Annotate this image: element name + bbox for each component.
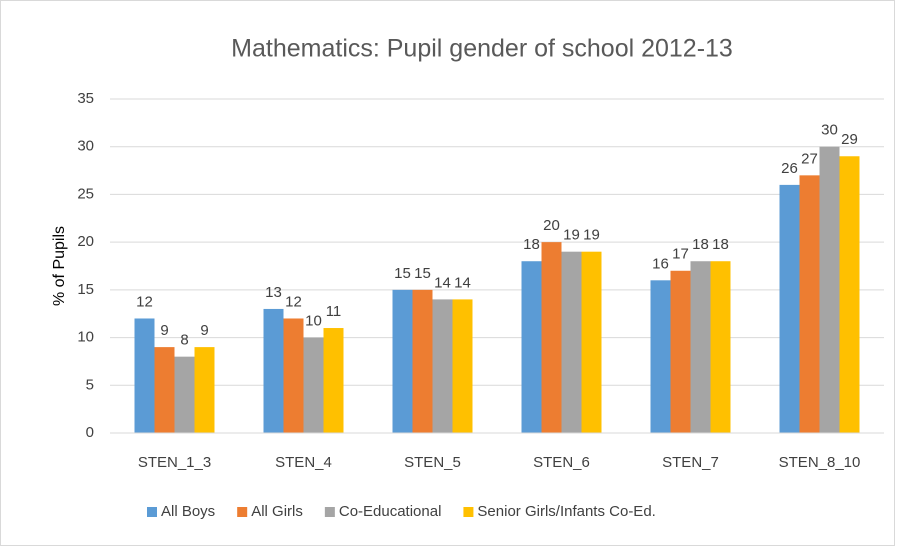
data-label: 8 bbox=[180, 332, 188, 349]
data-label: 26 bbox=[781, 160, 798, 177]
legend-label: Senior Girls/Infants Co-Ed. bbox=[477, 503, 655, 520]
y-tick-label: 5 bbox=[86, 376, 94, 393]
bar bbox=[670, 270, 691, 433]
x-tick-label: STEN_5 bbox=[404, 454, 461, 471]
data-label: 12 bbox=[285, 293, 302, 310]
x-tick-label: STEN_7 bbox=[662, 454, 719, 471]
legend-swatch bbox=[324, 507, 335, 517]
legend-swatch bbox=[237, 507, 248, 517]
data-label: 27 bbox=[801, 150, 818, 167]
y-tick-label: 0 bbox=[86, 424, 94, 441]
bar bbox=[323, 328, 344, 433]
y-tick-label: 30 bbox=[77, 138, 94, 155]
data-label: 9 bbox=[160, 322, 168, 339]
data-label: 17 bbox=[672, 246, 689, 263]
data-label: 19 bbox=[583, 227, 600, 244]
bar bbox=[303, 337, 324, 433]
data-label: 19 bbox=[563, 227, 580, 244]
data-label: 12 bbox=[136, 293, 153, 310]
bar bbox=[799, 175, 820, 434]
data-label: 13 bbox=[265, 284, 282, 301]
data-label: 16 bbox=[652, 255, 669, 272]
data-label: 20 bbox=[543, 217, 560, 234]
bar bbox=[154, 347, 175, 433]
data-label: 18 bbox=[523, 236, 540, 253]
y-tick-label: 15 bbox=[77, 281, 94, 298]
bar bbox=[561, 251, 582, 433]
data-label: 14 bbox=[434, 274, 451, 291]
bar bbox=[174, 356, 195, 433]
y-tick-label: 35 bbox=[77, 90, 94, 107]
x-tick-label: STEN_8_10 bbox=[779, 454, 861, 471]
data-label: 9 bbox=[200, 322, 208, 339]
y-tick-label: 20 bbox=[77, 233, 94, 250]
data-label: 10 bbox=[305, 313, 322, 330]
x-tick-label: STEN_6 bbox=[533, 454, 590, 471]
bar bbox=[412, 289, 433, 433]
x-tick-label: STEN_1_3 bbox=[138, 454, 211, 471]
bar bbox=[283, 318, 304, 433]
legend-swatch bbox=[147, 507, 157, 517]
legend-label: Co-Educational bbox=[339, 503, 442, 520]
bar bbox=[392, 289, 413, 433]
bar bbox=[541, 242, 562, 433]
bar bbox=[650, 280, 671, 433]
bar bbox=[194, 347, 215, 433]
y-tick-label: 10 bbox=[77, 329, 94, 346]
data-label: 15 bbox=[414, 265, 431, 282]
data-label: 18 bbox=[712, 236, 729, 253]
chart-title: Mathematics: Pupil gender of school 2012… bbox=[231, 35, 733, 63]
y-tick-label: 25 bbox=[77, 185, 94, 202]
bar bbox=[134, 318, 155, 433]
bar bbox=[263, 308, 284, 433]
data-label: 15 bbox=[394, 265, 411, 282]
bar bbox=[710, 261, 731, 433]
legend-label: All Girls bbox=[251, 503, 303, 520]
legend-label: All Boys bbox=[161, 503, 215, 520]
data-label: 30 bbox=[821, 122, 838, 139]
bar bbox=[779, 184, 800, 433]
data-label: 14 bbox=[454, 274, 471, 291]
x-tick-label: STEN_4 bbox=[275, 454, 332, 471]
bar bbox=[432, 299, 453, 433]
bar bbox=[690, 261, 711, 433]
data-label: 11 bbox=[326, 303, 342, 320]
bar bbox=[581, 251, 602, 433]
data-label: 29 bbox=[841, 131, 858, 148]
legend-swatch bbox=[463, 507, 474, 517]
data-label: 18 bbox=[692, 236, 709, 253]
bar bbox=[839, 156, 860, 433]
bar bbox=[819, 146, 840, 433]
bar bbox=[452, 299, 473, 433]
y-axis-label: % of Pupils bbox=[51, 226, 68, 306]
bar bbox=[521, 261, 542, 433]
